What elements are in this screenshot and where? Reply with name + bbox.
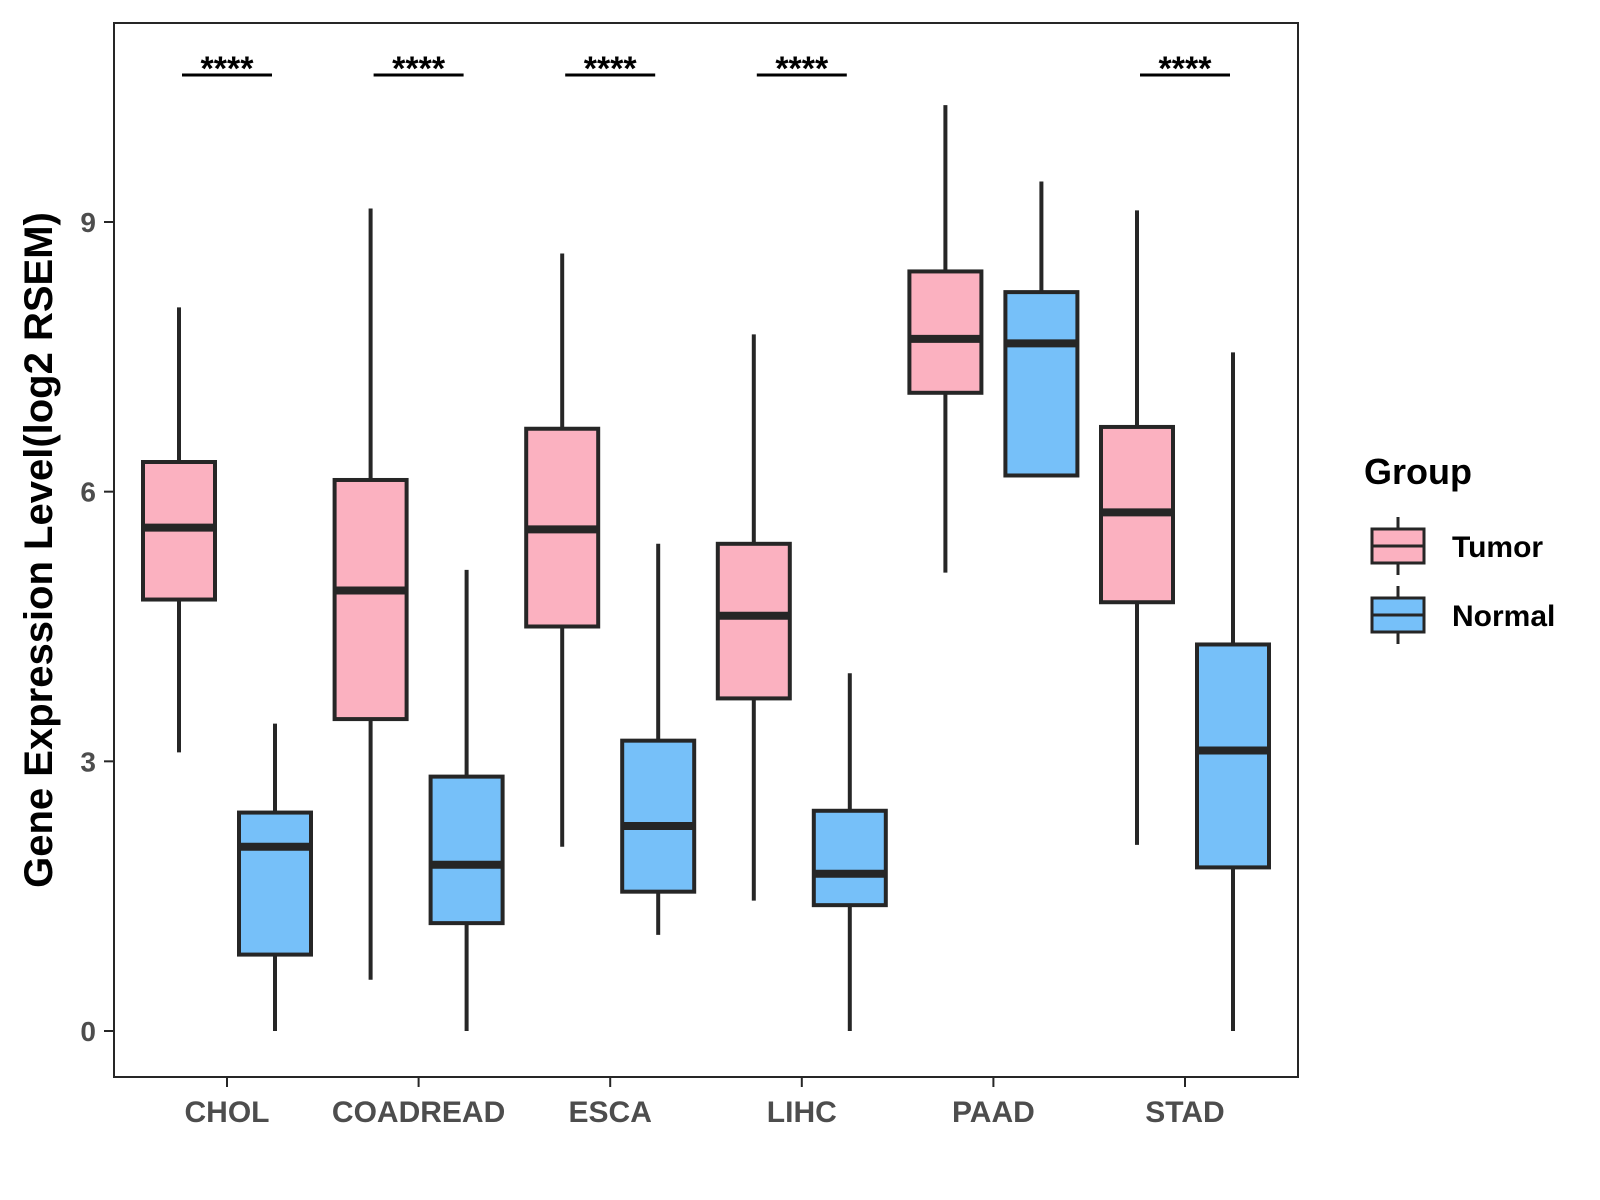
significance-label: **** <box>392 50 446 88</box>
legend-title: Group <box>1364 451 1472 492</box>
x-tick-label: STAD <box>1145 1096 1224 1129</box>
x-tick-label: ESCA <box>569 1096 652 1129</box>
legend-item-normal: Normal <box>1370 586 1555 644</box>
box-body <box>907 269 984 395</box>
box-body <box>715 541 792 701</box>
box-body <box>811 808 888 908</box>
box-body <box>1003 290 1080 478</box>
box-normal-lihc <box>811 673 888 1031</box>
significance-chol: **** <box>182 50 272 88</box>
box-tumor-esca <box>524 253 601 847</box>
legend-label: Tumor <box>1452 531 1543 564</box>
box-normal-coadread <box>428 569 505 1031</box>
box-normal-chol <box>237 723 313 1031</box>
x-tick-label: CHOL <box>185 1096 270 1129</box>
legend: Group Tumor Normal <box>1364 451 1555 644</box>
box-normal-stad <box>1195 352 1271 1031</box>
significance-coadread: **** <box>373 50 464 88</box>
legend-item-tumor: Tumor <box>1370 517 1543 575</box>
y-axis: 0 3 6 9 <box>80 207 114 1047</box>
y-tick-label: 0 <box>80 1016 96 1047</box>
chart-marks: **** **** **** **** **** <box>141 50 1271 1031</box>
legend-label: Normal <box>1452 600 1555 633</box>
box-tumor-coadread <box>332 208 409 980</box>
box-tumor-chol <box>141 307 217 753</box>
box-tumor-lihc <box>715 334 792 901</box>
y-axis-label: Gene Expression Level(log2 RSEM) <box>17 212 61 888</box>
box-body <box>1195 642 1271 870</box>
box-normal-paad <box>1003 181 1080 478</box>
x-tick-label: PAAD <box>952 1096 1035 1129</box>
significance-esca: **** <box>565 50 656 88</box>
significance-label: **** <box>775 50 829 88</box>
box-tumor-paad <box>907 105 984 573</box>
box-body <box>620 738 697 894</box>
significance-lihc: **** <box>756 50 847 88</box>
x-tick-label: COADREAD <box>332 1096 505 1129</box>
box-body <box>332 477 409 722</box>
significance-label: **** <box>201 50 255 88</box>
y-tick-label: 6 <box>80 477 96 508</box>
significance-stad: **** <box>1140 50 1230 88</box>
y-tick-label: 9 <box>80 207 96 238</box>
box-normal-esca <box>620 543 697 935</box>
x-axis: CHOL COADREAD ESCA LIHC PAAD STAD <box>185 1077 1225 1129</box>
box-tumor-stad <box>1099 210 1175 845</box>
y-tick-label: 3 <box>80 746 96 777</box>
box-body <box>237 810 313 957</box>
box-body <box>428 774 505 926</box>
significance-label: **** <box>1159 50 1213 88</box>
significance-label: **** <box>584 50 638 88</box>
x-tick-label: LIHC <box>767 1096 837 1129</box>
